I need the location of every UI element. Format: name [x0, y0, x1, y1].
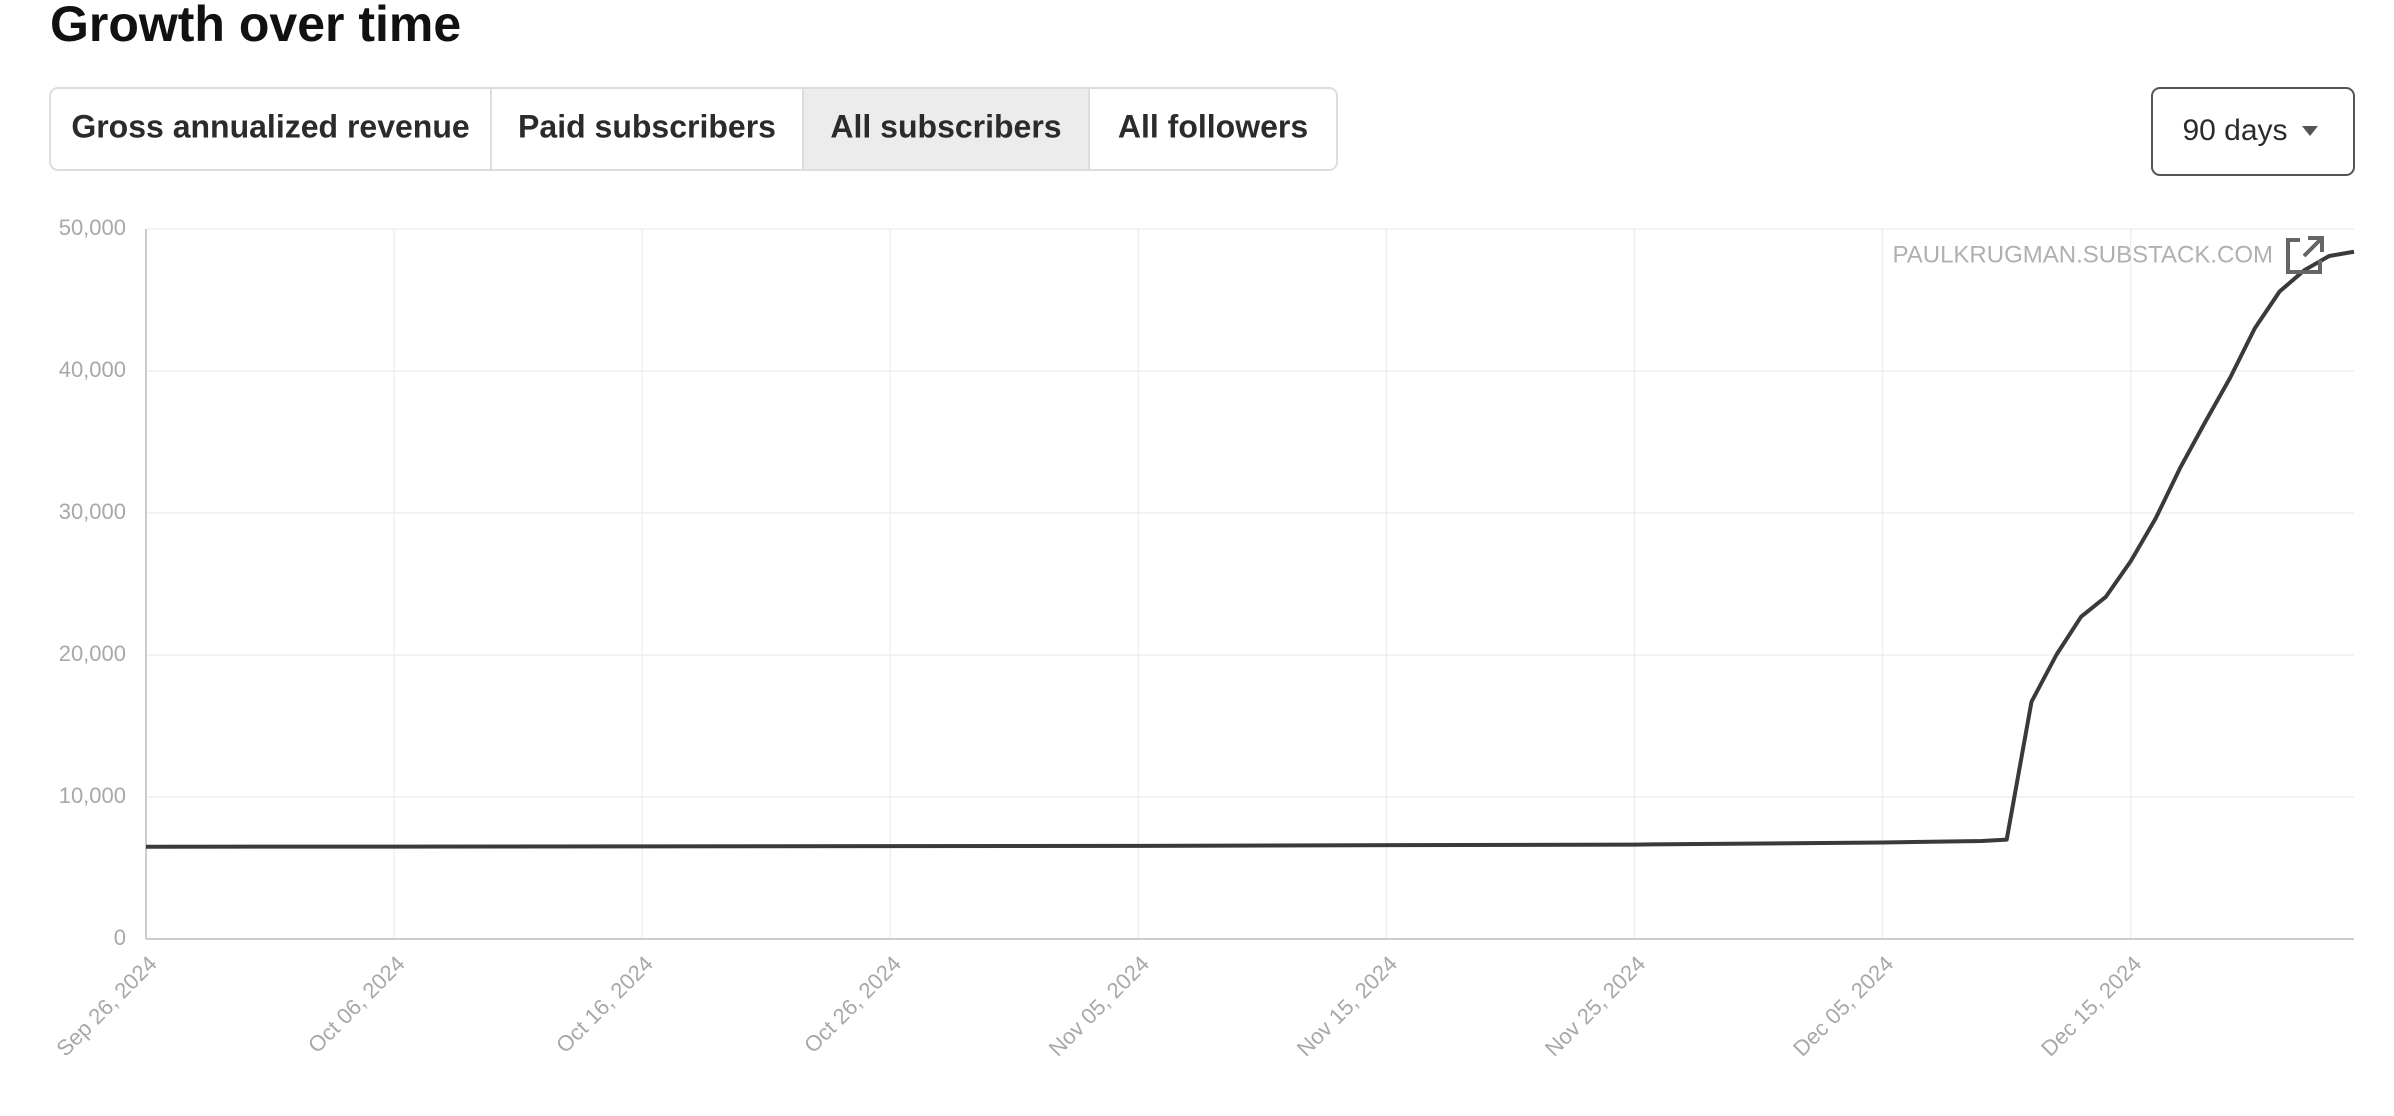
chart: 0 10,000 20,000 30,000 40,000 50,000 Sep 26, 2… [51, 215, 2355, 1061]
tab-active-bg [803, 89, 1089, 169]
tab[interactable]: All followers [1118, 108, 1308, 144]
data-line [145, 249, 2355, 849]
external-link-icon[interactable] [2286, 236, 2324, 274]
x-tick-label: Oct 26, 2024 [799, 951, 906, 1058]
y-tick-label: 20,000 [59, 641, 126, 666]
x-tick-label: Nov 25, 2024 [1540, 951, 1650, 1061]
range-dropdown-label: 90 days [2182, 114, 2287, 147]
y-tick-label: 10,000 [59, 783, 126, 808]
watermark: PAULKRUGMAN.SUBSTACK.COM [1893, 241, 2274, 268]
tab[interactable]: Gross annualized revenue [71, 108, 469, 144]
x-tick-label: Dec 15, 2024 [2036, 951, 2146, 1061]
dropdown-caret [2302, 126, 2318, 136]
y-tick-label: 50,000 [59, 215, 126, 240]
range-dropdown[interactable] [2151, 87, 2355, 176]
x-tick-label: Oct 06, 2024 [303, 951, 410, 1058]
x-tick-label: Oct 16, 2024 [551, 951, 658, 1058]
y-tick-label: 0 [114, 925, 126, 950]
y-tick-label: 30,000 [59, 499, 126, 524]
tab[interactable]: All subscribers [830, 108, 1061, 144]
page-title: Growth over time [50, 0, 461, 52]
x-tick-label: Nov 05, 2024 [1044, 951, 1154, 1061]
x-tick-label: Sep 26, 2024 [51, 951, 161, 1061]
tab[interactable]: Paid subscribers [518, 108, 776, 144]
tab-group: Gross annualized revenue Paid subscribers… [49, 87, 1338, 171]
x-tick-label: Dec 05, 2024 [1788, 951, 1898, 1061]
x-tick-label: Nov 15, 2024 [1292, 951, 1402, 1061]
y-tick-label: 40,000 [59, 357, 126, 382]
